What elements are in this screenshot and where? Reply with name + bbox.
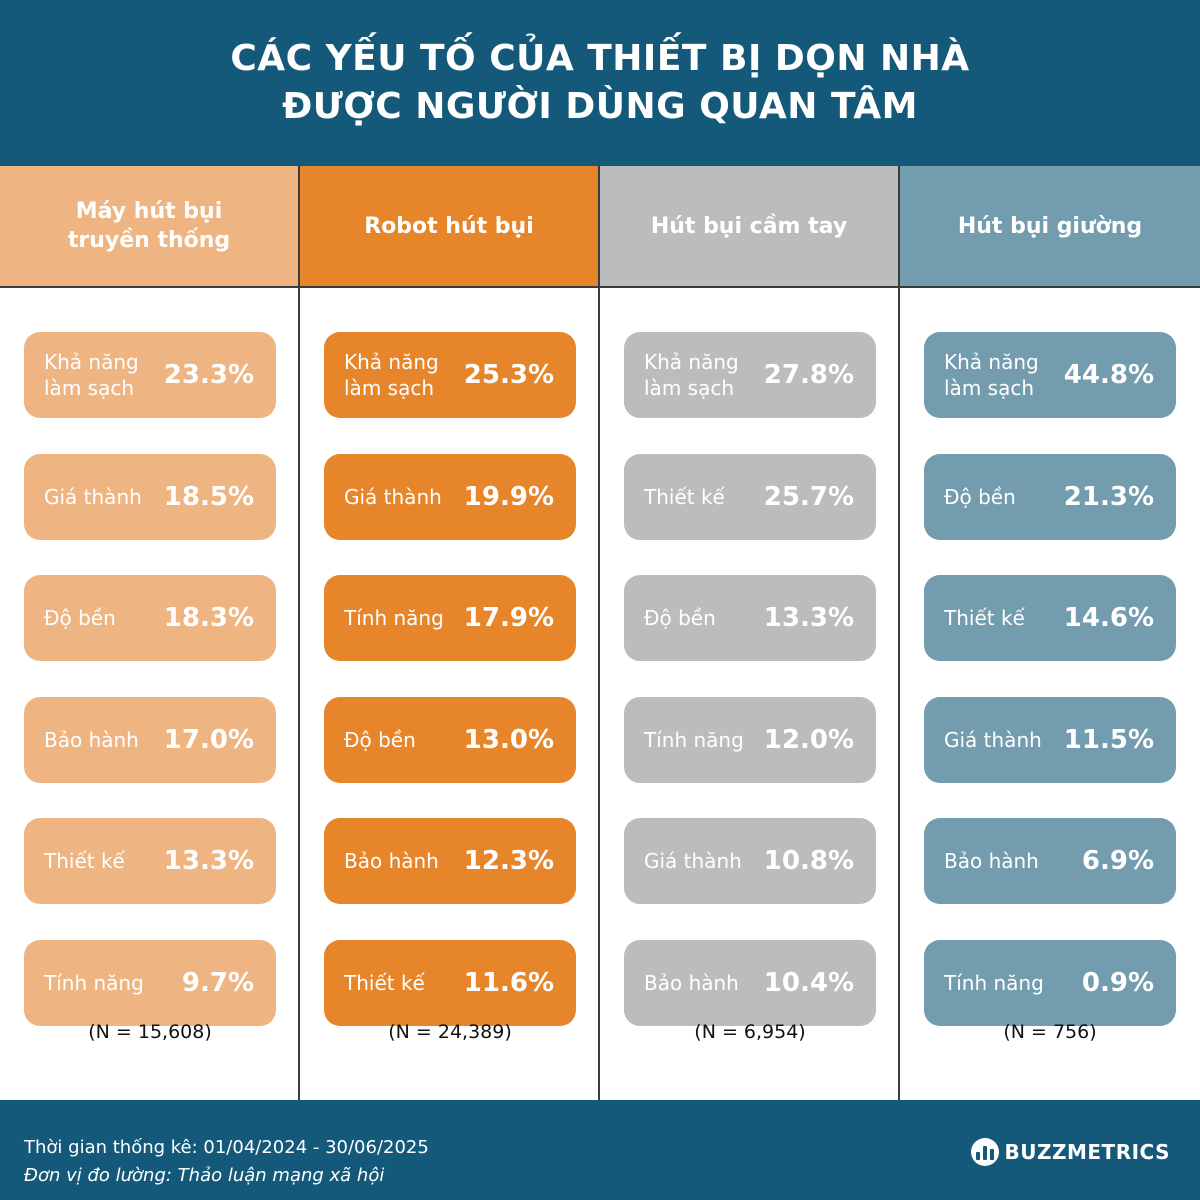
factor-label: Khả năng làm sạch (644, 350, 739, 400)
factor-value: 0.9% (1081, 967, 1154, 998)
column-header: Máy hút bụi truyền thống (0, 166, 298, 288)
factor-label: Bảo hành (644, 970, 739, 995)
factor-card: Bảo hành 10.4% (624, 939, 876, 1026)
factor-value: 44.8% (1063, 360, 1154, 390)
factor-card: Độ bền 21.3% (924, 453, 1176, 540)
column-header: Hút bụi cầm tay (600, 166, 898, 288)
factor-label: Độ bền (644, 606, 716, 630)
factor-value: 11.5% (1063, 724, 1154, 755)
factor-label: Giá thành (644, 849, 742, 873)
brand-name: BUZZMETRICS (1004, 1140, 1170, 1164)
factor-value: 17.0% (163, 724, 254, 755)
factor-card: Giá thành 18.5% (24, 453, 276, 540)
factor-label: Tính năng (44, 970, 144, 995)
factor-value: 13.3% (763, 603, 854, 633)
bar-chart-icon (970, 1138, 999, 1166)
column-robot-hut-bui: Robot hút bụi Khả năng làm sạch 25.3% Giá t… (300, 166, 600, 1100)
factor-card: Khả năng làm sạch 25.3% (324, 332, 576, 418)
factor-card: Bảo hành 6.9% (924, 818, 1176, 904)
factor-label: Thiết kế (644, 484, 725, 509)
factor-value: 13.3% (163, 846, 254, 876)
column-may-hut-bui-truyen-thong: Máy hút bụi truyền thống Khả năng làm sạc… (0, 166, 300, 1100)
factor-label: Thiết kế (344, 970, 425, 995)
factor-value: 10.8% (763, 846, 854, 876)
factor-value: 18.3% (163, 603, 254, 633)
factor-label: Tính năng (644, 727, 744, 752)
factor-value: 23.3% (163, 360, 254, 390)
column-hut-bui-giuong: Hút bụi giường Khả năng làm sạch 44.8% Độ b… (900, 166, 1200, 1100)
factor-label: Khả năng làm sạch (944, 350, 1039, 400)
factor-value: 19.9% (463, 481, 554, 512)
factor-value: 10.4% (763, 967, 854, 998)
factor-value: 11.6% (463, 967, 554, 998)
page-header: CÁC YẾU TỐ CỦA THIẾT BỊ DỌN NHÀ ĐƯỢC NGƯ… (0, 0, 1200, 166)
period-text: Thời gian thống kê: 01/04/2024 - 30/06/2… (24, 1137, 429, 1158)
sample-size-label: (N = 6,954) (694, 1021, 806, 1043)
factor-label: Bảo hành (44, 727, 139, 752)
comparison-table: Máy hút bụi truyền thống Khả năng làm sạc… (0, 166, 1200, 1100)
factor-card: Thiết kế 14.6% (924, 575, 1176, 661)
factor-card: Thiết kế 11.6% (324, 939, 576, 1026)
factor-card: Thiết kế 13.3% (24, 818, 276, 904)
factor-card: Khả năng làm sạch 23.3% (24, 332, 276, 418)
factor-value: 21.3% (1063, 481, 1154, 512)
factor-label: Độ bền (344, 727, 416, 752)
column-header: Robot hút bụi (300, 166, 598, 288)
factor-card: Giá thành 11.5% (924, 696, 1176, 783)
sample-size-label: (N = 15,608) (88, 1021, 212, 1043)
factor-label: Tính năng (344, 606, 444, 630)
factor-card: Khả năng làm sạch 44.8% (924, 332, 1176, 418)
factor-label: Khả năng làm sạch (44, 350, 139, 400)
factor-card: Độ bền 13.0% (324, 696, 576, 783)
factor-value: 17.9% (463, 603, 554, 633)
factor-card: Thiết kế 25.7% (624, 453, 876, 540)
factor-card: Khả năng làm sạch 27.8% (624, 332, 876, 418)
factor-card: Tính năng 9.7% (24, 939, 276, 1026)
column-header: Hút bụi giường (900, 166, 1200, 288)
factor-card: Bảo hành 17.0% (24, 696, 276, 783)
factor-card: Tính năng 0.9% (924, 939, 1176, 1026)
factor-card: Tính năng 12.0% (624, 696, 876, 783)
factor-value: 25.3% (463, 360, 554, 390)
column-body: Khả năng làm sạch 23.3% Giá thành 18.5% Độ b… (0, 288, 298, 1043)
factor-value: 14.6% (1063, 603, 1154, 633)
factor-label: Độ bền (944, 484, 1016, 509)
column-body: Khả năng làm sạch 44.8% Độ bền 21.3% Thiết k… (900, 288, 1200, 1043)
factor-value: 12.3% (463, 846, 554, 876)
factor-label: Giá thành (344, 484, 442, 509)
factor-value: 13.0% (463, 724, 554, 755)
factor-label: Tính năng (944, 970, 1044, 995)
sample-size-label: (N = 24,389) (388, 1021, 512, 1043)
page-footer: Thời gian thống kê: 01/04/2024 - 30/06/2… (0, 1100, 1200, 1200)
factor-label: Giá thành (944, 727, 1042, 752)
factor-label: Thiết kế (44, 849, 125, 873)
factor-label: Khả năng làm sạch (344, 350, 439, 400)
factor-value: 25.7% (763, 481, 854, 512)
column-body: Khả năng làm sạch 25.3% Giá thành 19.9% Tính… (300, 288, 598, 1043)
factor-card: Độ bền 13.3% (624, 575, 876, 661)
page-title-line-1: CÁC YẾU TỐ CỦA THIẾT BỊ DỌN NHÀ (230, 38, 970, 79)
factor-value: 27.8% (763, 360, 854, 390)
page-title-line-2: ĐƯỢC NGƯỜI DÙNG QUAN TÂM (282, 86, 918, 127)
factor-label: Độ bền (44, 606, 116, 630)
factor-value: 18.5% (163, 481, 254, 512)
factor-value: 6.9% (1081, 846, 1154, 876)
footer-meta: Thời gian thống kê: 01/04/2024 - 30/06/2… (24, 1134, 429, 1190)
column-body: Khả năng làm sạch 27.8% Thiết kế 25.7% Độ bề… (600, 288, 898, 1043)
factor-label: Bảo hành (944, 849, 1039, 873)
brand-logo: BUZZMETRICS (970, 1138, 1171, 1166)
factor-card: Giá thành 10.8% (624, 818, 876, 904)
factor-label: Bảo hành (344, 849, 439, 873)
factor-card: Bảo hành 12.3% (324, 818, 576, 904)
measurement-unit-text: Đơn vị đo lường: Thảo luận mạng xã hội (24, 1165, 385, 1186)
sample-size-label: (N = 756) (1003, 1021, 1097, 1043)
factor-card: Tính năng 17.9% (324, 575, 576, 661)
factor-label: Thiết kế (944, 606, 1025, 630)
column-hut-bui-cam-tay: Hút bụi cầm tay Khả năng làm sạch 27.8% Thi… (600, 166, 900, 1100)
factor-card: Độ bền 18.3% (24, 575, 276, 661)
factor-value: 9.7% (181, 967, 254, 998)
factor-label: Giá thành (44, 484, 142, 509)
factor-value: 12.0% (763, 724, 854, 755)
factor-card: Giá thành 19.9% (324, 453, 576, 540)
